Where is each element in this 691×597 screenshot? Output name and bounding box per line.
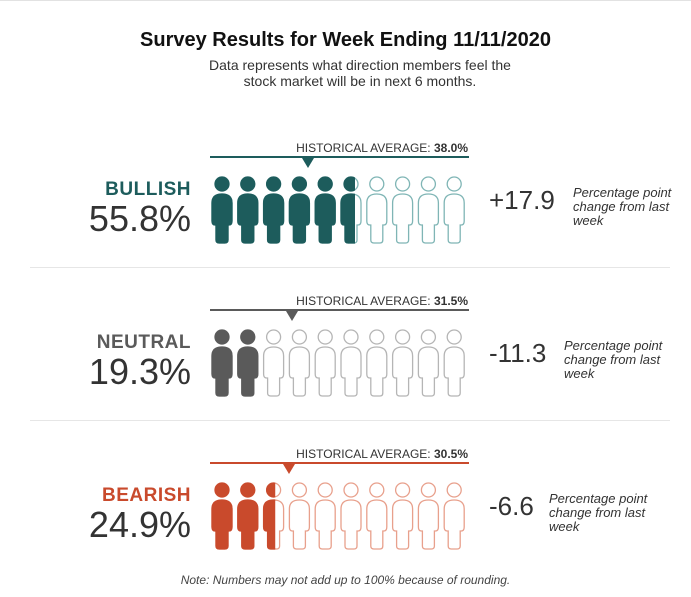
historical-average-marker — [282, 464, 295, 474]
change-caption: Percentage point change from last week — [573, 185, 672, 228]
percentage-point-change: -6.6 — [489, 491, 534, 521]
top-divider — [0, 0, 691, 1]
neutral-section: HISTORICAL AVERAGE: 31.5% NEUTRAL 19.3% … — [0, 281, 691, 421]
bearish-section: HISTORICAL AVERAGE: 30.5% BEARISH 24.9% … — [0, 434, 691, 574]
filled-person-icons — [211, 482, 276, 550]
person-icon — [366, 482, 388, 550]
sentiment-percentage: 19.3% — [88, 351, 191, 392]
person-icon — [314, 329, 336, 397]
bullish-section: HISTORICAL AVERAGE: 38.0% BULLISH 55.8% … — [0, 128, 691, 268]
historical-average-label: HISTORICAL AVERAGE: 30.5% — [296, 447, 468, 461]
person-icon — [417, 176, 440, 244]
historical-average-line — [210, 309, 469, 311]
person-icon — [417, 329, 440, 397]
person-icon — [366, 329, 388, 397]
section-divider — [30, 267, 670, 268]
person-icon — [391, 482, 414, 550]
historical-average-line — [210, 156, 469, 158]
sentiment-percentage: 24.9% — [88, 504, 191, 545]
person-icon — [340, 329, 362, 397]
person-icon — [417, 482, 440, 550]
filled-person-icons — [211, 176, 355, 244]
historical-average-marker — [302, 158, 315, 168]
percentage-point-change: -11.3 — [489, 338, 547, 368]
percentage-point-change: +17.9 — [489, 185, 555, 215]
person-icon — [288, 482, 311, 550]
historical-average-marker — [285, 311, 298, 321]
filled-person-icons — [211, 329, 259, 397]
change-caption: Percentage point change from last week — [564, 338, 663, 381]
person-icons — [211, 482, 465, 550]
sentiment-percentage: 55.8% — [88, 198, 191, 239]
change-caption: Percentage point change from last week — [549, 491, 648, 534]
person-icon — [443, 329, 465, 397]
person-icon — [443, 482, 465, 550]
person-icon — [262, 329, 285, 397]
person-icon — [366, 176, 388, 244]
person-icon — [443, 176, 465, 244]
sentiment-label: BEARISH — [101, 485, 191, 506]
section-divider — [30, 420, 670, 421]
sentiment-label: BULLISH — [105, 179, 191, 200]
person-icons — [211, 176, 465, 244]
person-icon — [391, 176, 414, 244]
person-icon — [391, 329, 414, 397]
chart-subtitle: Data represents what direction members f… — [209, 57, 511, 89]
person-icon — [314, 482, 336, 550]
footnote: Note: Numbers may not add up to 100% bec… — [180, 573, 511, 587]
sentiment-label: NEUTRAL — [96, 332, 191, 353]
chart-title: Survey Results for Week Ending 11/11/202… — [140, 29, 551, 51]
historical-average-label: HISTORICAL AVERAGE: 31.5% — [296, 294, 468, 308]
person-icon — [288, 329, 311, 397]
historical-average-label: HISTORICAL AVERAGE: 38.0% — [296, 141, 468, 155]
person-icon — [340, 482, 362, 550]
person-icons — [211, 329, 465, 397]
historical-average-line — [210, 462, 469, 464]
